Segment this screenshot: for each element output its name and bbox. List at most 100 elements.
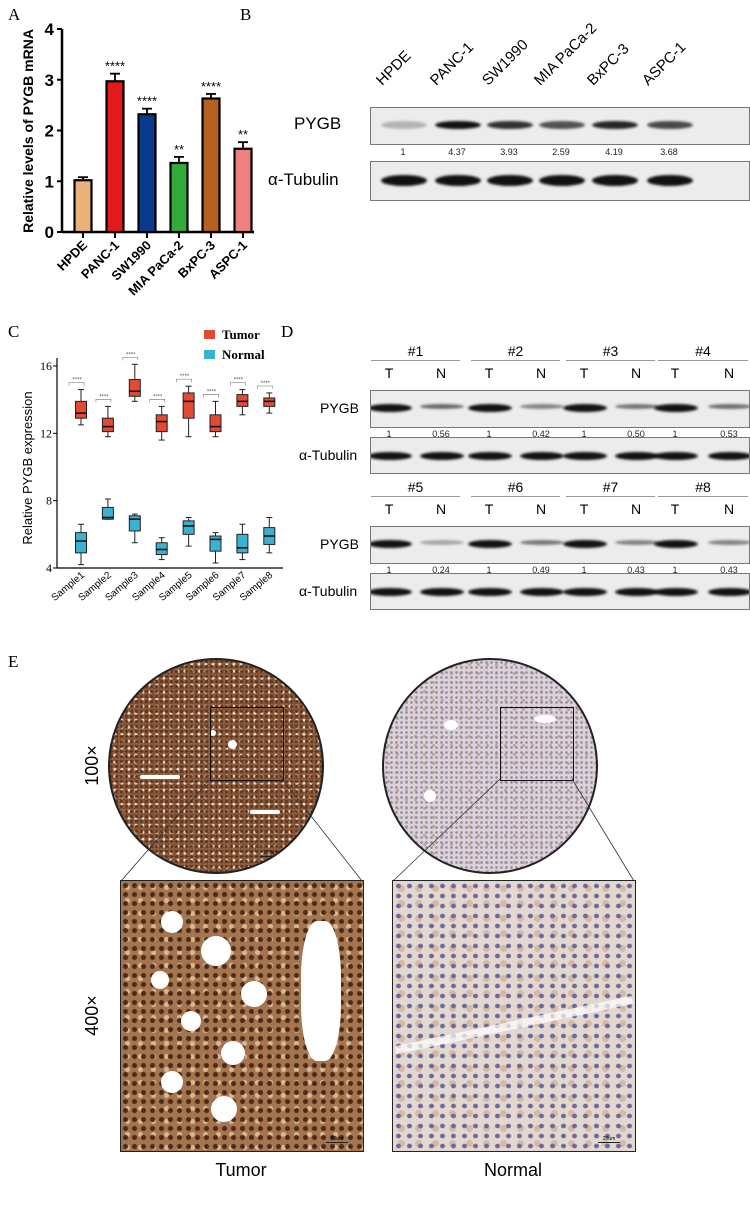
lane-label-n: N xyxy=(535,501,547,517)
group-divider xyxy=(658,496,748,497)
band xyxy=(468,540,512,548)
quantification-value: 1 xyxy=(672,429,678,439)
lane-label-t: T xyxy=(384,365,394,381)
quantification-value: 0.42 xyxy=(532,429,550,439)
quantification-value: 3.68 xyxy=(660,147,678,157)
y-tick-label: 3 xyxy=(45,71,54,90)
magnification-low: 100× xyxy=(81,745,102,786)
lane-label-n: N xyxy=(435,501,447,517)
band xyxy=(371,540,412,548)
band xyxy=(654,404,698,412)
quantification-value: 1 xyxy=(400,147,406,157)
y-axis-label: Relative PYGB expression xyxy=(20,391,35,544)
band xyxy=(520,588,564,596)
significance-label: **** xyxy=(207,389,217,395)
box-tumor-7 xyxy=(236,394,249,407)
group-divider xyxy=(658,360,748,361)
band xyxy=(420,540,464,545)
lane-label-t: T xyxy=(579,501,589,517)
quantification-value: 1 xyxy=(386,565,392,575)
blot-pygb xyxy=(370,107,750,145)
bar-aspc-1 xyxy=(233,147,253,234)
box-normal-4 xyxy=(155,542,168,556)
band xyxy=(708,452,749,460)
group-divider xyxy=(566,496,655,497)
quantification-value: 0.43 xyxy=(720,565,738,575)
significance-label: **** xyxy=(137,94,157,109)
lane-label-t: T xyxy=(484,365,494,381)
group-divider xyxy=(371,496,460,497)
lane-label-n: N xyxy=(630,501,642,517)
significance-label: ** xyxy=(238,127,248,142)
box-normal-7 xyxy=(236,533,249,554)
band xyxy=(708,540,749,545)
legend-label-normal: Normal xyxy=(222,347,265,362)
band xyxy=(520,404,564,409)
band xyxy=(520,540,564,545)
band xyxy=(435,175,481,186)
y-tick-label: 16 xyxy=(40,359,52,373)
bar-sw1990 xyxy=(137,113,157,234)
sample-group-label: #3 xyxy=(602,343,619,359)
quantification-value: 0.50 xyxy=(627,429,645,439)
row-label-pygb: PYGB xyxy=(320,536,359,552)
lane-label-t: T xyxy=(670,501,680,517)
row-label-tubulin: α-Tubulin xyxy=(299,583,358,599)
significance-label: **** xyxy=(126,352,136,358)
band xyxy=(420,404,464,409)
significance-bracket xyxy=(68,382,85,386)
box-normal-2 xyxy=(101,506,114,520)
y-tick-label: 4 xyxy=(45,20,55,39)
band xyxy=(654,588,698,596)
box-normal-6 xyxy=(209,535,222,552)
quantification-value: 2.59 xyxy=(552,147,570,157)
quantification-value: 1 xyxy=(581,429,587,439)
significance-label: **** xyxy=(99,394,109,400)
panel-label-c: C xyxy=(8,322,20,341)
quantification-value: 3.93 xyxy=(500,147,518,157)
band xyxy=(654,540,698,548)
box-normal-1 xyxy=(75,532,87,554)
magnification-high: 400× xyxy=(81,995,102,1036)
caption-normal: Normal xyxy=(483,1160,543,1180)
y-tick-label: 4 xyxy=(46,561,52,575)
band xyxy=(654,452,698,460)
band xyxy=(615,588,659,596)
sample-group-label: #5 xyxy=(407,479,424,495)
legend-swatch-tumor xyxy=(204,330,215,339)
quantification-value: 4.19 xyxy=(605,147,623,157)
box-tumor-4 xyxy=(155,414,168,433)
quantification-value: 0.56 xyxy=(432,429,450,439)
band xyxy=(647,121,693,129)
band xyxy=(487,121,533,129)
lane-label-n: N xyxy=(435,365,447,381)
tumor-tissue-400x: 20um xyxy=(120,880,364,1152)
significance-label: ** xyxy=(174,142,184,157)
bar-hpde xyxy=(73,179,93,234)
significance-bracket xyxy=(122,356,139,361)
box-tumor-8 xyxy=(263,397,276,407)
group-divider xyxy=(471,496,560,497)
lane-label-n: N xyxy=(630,365,642,381)
band xyxy=(371,404,412,412)
quantification-value: 0.53 xyxy=(720,429,738,439)
scale-bar: 20um xyxy=(326,1136,348,1143)
group-divider xyxy=(371,360,460,361)
quantification-value: 0.49 xyxy=(532,565,550,575)
quantification-value: 4.37 xyxy=(448,147,466,157)
y-tick-label: 1 xyxy=(45,172,54,191)
group-divider xyxy=(471,360,560,361)
box-tumor-5 xyxy=(182,392,195,419)
band xyxy=(647,175,693,186)
significance-bracket xyxy=(203,394,219,398)
sample-group-label: #8 xyxy=(695,479,711,495)
band xyxy=(371,452,412,460)
band xyxy=(615,540,659,545)
box-tumor-2 xyxy=(101,417,114,433)
band xyxy=(420,452,464,460)
blot-pygb xyxy=(370,390,750,428)
blot-tubulin xyxy=(370,437,750,474)
box-tumor-1 xyxy=(75,400,87,419)
band xyxy=(487,175,533,186)
